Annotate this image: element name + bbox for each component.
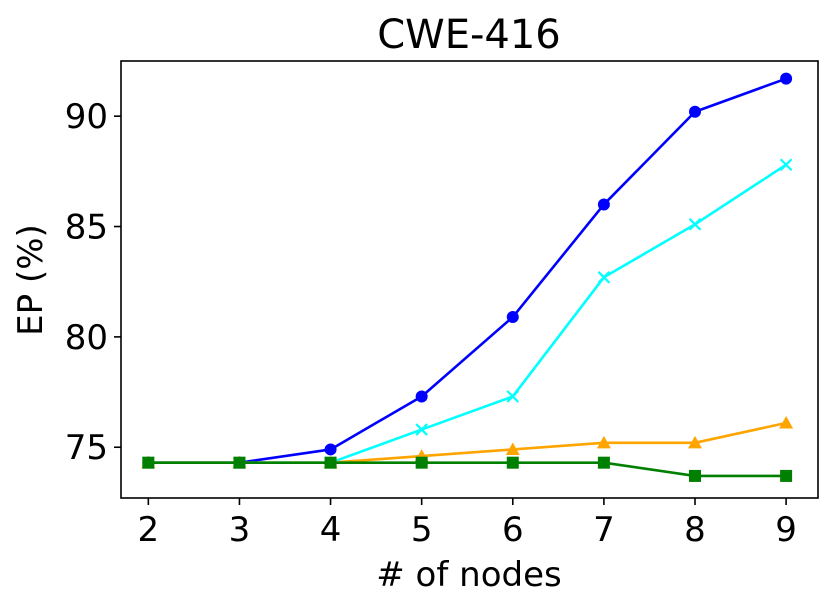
series-2-point	[779, 158, 793, 172]
series-2-point	[688, 218, 702, 231]
x-axis-label: # of nodes	[376, 555, 561, 595]
series-3-point	[596, 435, 611, 449]
series-1-point	[780, 72, 793, 85]
x-tick-label: 9	[775, 510, 797, 550]
series-3-point	[688, 435, 702, 449]
series-4-point	[415, 456, 428, 469]
x-tick-label: 4	[320, 510, 342, 550]
series-4-point	[324, 456, 337, 469]
x-tick-label: 2	[138, 510, 160, 550]
series-4-point	[597, 456, 610, 469]
y-axis-label: EP (%)	[11, 224, 51, 336]
series-1-point	[415, 390, 428, 403]
plot-frame	[120, 60, 819, 499]
series-4-point	[689, 469, 701, 482]
series-1-point	[506, 311, 519, 324]
series-2-line	[148, 163, 787, 464]
series-1-line	[148, 77, 787, 464]
series-2-point	[597, 271, 611, 284]
x-tick-label: 8	[684, 510, 706, 550]
y-tick-label: 85	[65, 208, 108, 248]
series-1-point	[597, 198, 610, 211]
series-4-point	[506, 456, 519, 469]
series-1-point	[689, 105, 701, 118]
y-tick-label: 75	[65, 428, 108, 468]
x-tick-label: 3	[229, 510, 251, 550]
series-2-point	[415, 423, 428, 436]
y-tick-label: 90	[65, 97, 108, 137]
series-2-point	[506, 390, 520, 403]
series-3-point	[779, 415, 794, 429]
x-tick-label: 7	[593, 510, 615, 550]
chart-title: CWE-416	[377, 12, 561, 58]
series-1-point	[324, 443, 337, 456]
plot-area	[141, 72, 794, 482]
x-tick-label: 6	[502, 510, 524, 550]
y-tick-label: 80	[65, 318, 108, 358]
series-3-point	[505, 442, 520, 455]
series-4-point	[233, 456, 246, 469]
series-4-point	[780, 469, 793, 482]
series-4-line	[148, 461, 787, 478]
axis-ticks: 2 3 4 5 6 7 8 9 75 80 85 90	[65, 60, 819, 550]
series-4-point	[142, 456, 155, 469]
x-tick-label: 5	[411, 510, 433, 550]
